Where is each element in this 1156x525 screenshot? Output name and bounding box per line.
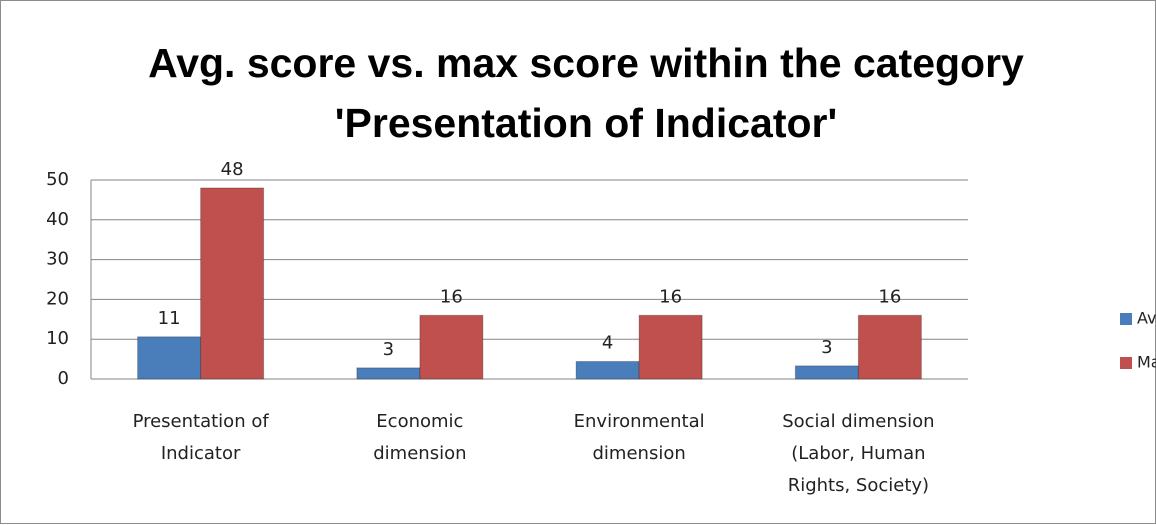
- data-label: 16: [659, 286, 682, 307]
- data-label: 11: [158, 308, 181, 329]
- x-tick-label: Environmental dimension: [573, 411, 705, 464]
- bar: [137, 336, 202, 380]
- bar: [794, 365, 859, 380]
- y-tick-label: 20: [46, 288, 69, 309]
- bar: [200, 187, 265, 380]
- legend-swatch: [1120, 313, 1132, 325]
- legend-label: Avg. Score: [1137, 309, 1156, 328]
- y-tick-label: 30: [46, 249, 69, 270]
- y-tick-label: 10: [46, 328, 69, 349]
- data-label: 3: [821, 337, 832, 358]
- legend-swatch: [1120, 357, 1132, 369]
- x-tick-label: Economic dimension: [373, 411, 467, 464]
- x-tick-label: Social dimension (Labor, Human Rights, S…: [782, 411, 935, 496]
- data-label: 3: [383, 339, 394, 360]
- data-label: 16: [440, 286, 463, 307]
- bar: [356, 367, 421, 380]
- data-label: 48: [221, 159, 244, 180]
- bar: [638, 314, 703, 380]
- y-tick-label: 50: [46, 169, 69, 190]
- y-tick-label: 40: [46, 209, 69, 230]
- data-label: 4: [602, 332, 613, 353]
- y-tick-label: 0: [58, 368, 69, 389]
- data-label: 16: [878, 286, 901, 307]
- bar: [575, 360, 640, 380]
- bar: [419, 314, 484, 380]
- chart-title: Avg. score vs. max score within the cate…: [148, 40, 1024, 146]
- x-tick-label: Presentation of Indicator: [132, 411, 269, 464]
- legend-label: Max. score: [1137, 353, 1156, 372]
- bar: [857, 314, 922, 380]
